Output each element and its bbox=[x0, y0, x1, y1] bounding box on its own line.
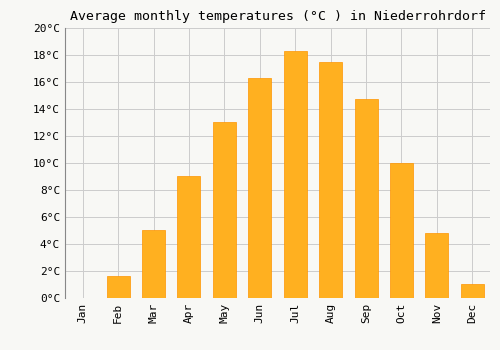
Bar bbox=[426, 233, 448, 298]
Bar bbox=[461, 284, 484, 298]
Title: Average monthly temperatures (°C ) in Niederrohrdorf: Average monthly temperatures (°C ) in Ni… bbox=[70, 10, 486, 23]
Bar bbox=[178, 176, 201, 298]
Bar bbox=[354, 99, 378, 298]
Bar bbox=[284, 51, 306, 298]
Bar bbox=[319, 62, 342, 298]
Bar bbox=[248, 78, 272, 298]
Bar bbox=[213, 122, 236, 298]
Bar bbox=[142, 230, 165, 298]
Bar bbox=[106, 276, 130, 298]
Bar bbox=[390, 163, 413, 298]
